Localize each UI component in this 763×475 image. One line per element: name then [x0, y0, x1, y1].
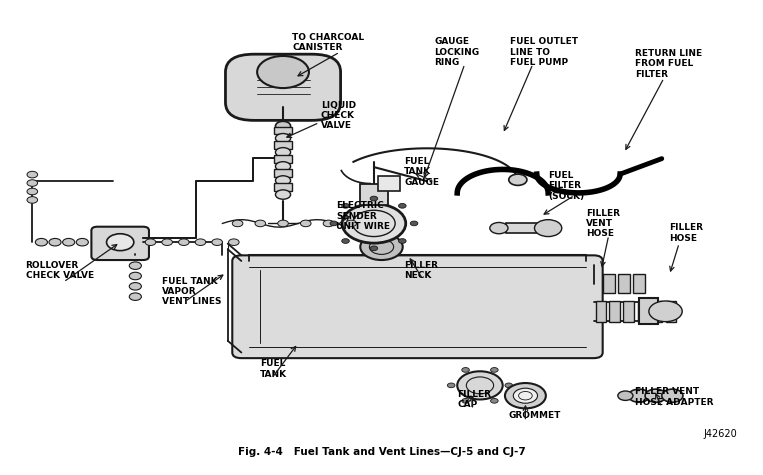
Circle shape	[462, 368, 469, 372]
Circle shape	[447, 383, 455, 388]
Circle shape	[535, 219, 562, 237]
Circle shape	[49, 238, 61, 246]
Circle shape	[645, 389, 666, 402]
Circle shape	[76, 238, 89, 246]
Circle shape	[370, 196, 378, 201]
Circle shape	[342, 203, 349, 208]
Circle shape	[370, 246, 378, 251]
Bar	[274, 169, 292, 177]
Text: GROMMET: GROMMET	[509, 411, 561, 420]
Circle shape	[342, 204, 406, 243]
Text: FUEL
TANK
GAUGE: FUEL TANK GAUGE	[404, 157, 439, 187]
Circle shape	[107, 234, 134, 251]
Circle shape	[129, 293, 141, 300]
Text: FILLER VENT
HOSE ADAPTER: FILLER VENT HOSE ADAPTER	[636, 388, 713, 407]
Bar	[274, 183, 292, 191]
Text: FILLER
HOSE: FILLER HOSE	[669, 223, 703, 243]
Circle shape	[179, 239, 189, 246]
Circle shape	[129, 283, 141, 290]
FancyBboxPatch shape	[232, 256, 603, 358]
Circle shape	[509, 174, 527, 185]
Circle shape	[275, 121, 291, 131]
Circle shape	[27, 171, 37, 178]
Bar	[507, 223, 548, 233]
Bar	[665, 301, 676, 322]
Circle shape	[324, 220, 333, 227]
Circle shape	[232, 220, 243, 227]
Bar	[274, 155, 292, 162]
Circle shape	[275, 148, 291, 157]
Circle shape	[275, 190, 291, 199]
Circle shape	[649, 301, 682, 322]
FancyBboxPatch shape	[92, 227, 149, 260]
Circle shape	[618, 391, 633, 400]
Bar	[618, 274, 630, 293]
Circle shape	[342, 238, 349, 243]
Circle shape	[145, 239, 156, 246]
Text: GAUGE
LOCKING
RING: GAUGE LOCKING RING	[434, 37, 480, 67]
Bar	[638, 301, 648, 322]
Circle shape	[398, 203, 406, 208]
Circle shape	[27, 180, 37, 186]
Bar	[360, 183, 388, 205]
Circle shape	[255, 220, 266, 227]
Circle shape	[346, 220, 356, 227]
Circle shape	[278, 220, 288, 227]
Bar	[639, 298, 658, 324]
Circle shape	[360, 234, 403, 260]
Circle shape	[129, 272, 141, 280]
Circle shape	[662, 389, 683, 402]
Circle shape	[410, 221, 418, 226]
FancyBboxPatch shape	[225, 54, 340, 120]
Circle shape	[129, 262, 141, 269]
Circle shape	[330, 221, 337, 226]
Bar	[274, 141, 292, 149]
Bar	[651, 301, 662, 322]
Bar	[596, 301, 607, 322]
Circle shape	[275, 162, 291, 171]
Bar	[633, 274, 645, 293]
Circle shape	[490, 222, 508, 234]
Text: Fig. 4-4   Fuel Tank and Vent Lines—CJ-5 and CJ-7: Fig. 4-4 Fuel Tank and Vent Lines—CJ-5 a…	[237, 447, 526, 457]
Text: ELECTRIC
SENDER
UNIT WIRE: ELECTRIC SENDER UNIT WIRE	[336, 201, 390, 231]
Circle shape	[457, 371, 503, 399]
Bar	[274, 127, 292, 134]
Circle shape	[195, 239, 206, 246]
Text: FUEL OUTLET
LINE TO
FUEL PUMP: FUEL OUTLET LINE TO FUEL PUMP	[510, 37, 578, 67]
Bar	[603, 274, 615, 293]
Text: FILLER
VENT
HOSE: FILLER VENT HOSE	[586, 209, 620, 238]
Circle shape	[491, 368, 498, 372]
Circle shape	[462, 399, 469, 403]
Bar	[623, 301, 634, 322]
Circle shape	[257, 56, 309, 88]
Circle shape	[505, 383, 513, 388]
Text: FILLER
CAP: FILLER CAP	[457, 390, 491, 409]
Text: J42620: J42620	[703, 429, 738, 439]
Text: ROLLOVER
CHECK VALVE: ROLLOVER CHECK VALVE	[25, 261, 94, 280]
Circle shape	[27, 188, 37, 195]
Circle shape	[505, 383, 546, 408]
Circle shape	[275, 133, 291, 143]
Text: FUEL TANK
VAPOR
VENT LINES: FUEL TANK VAPOR VENT LINES	[162, 276, 221, 306]
Text: FUEL
FILTER
(SOCK): FUEL FILTER (SOCK)	[548, 171, 584, 201]
Circle shape	[212, 239, 223, 246]
Circle shape	[35, 238, 47, 246]
Text: FUEL
TANK: FUEL TANK	[260, 359, 288, 379]
Circle shape	[162, 239, 172, 246]
Text: RETURN LINE
FROM FUEL
FILTER: RETURN LINE FROM FUEL FILTER	[636, 49, 703, 79]
Bar	[378, 177, 401, 190]
Circle shape	[398, 238, 406, 243]
Text: TO CHARCOAL
CANISTER: TO CHARCOAL CANISTER	[292, 33, 365, 52]
Circle shape	[63, 238, 75, 246]
Circle shape	[228, 239, 239, 246]
Circle shape	[301, 220, 311, 227]
Circle shape	[629, 389, 649, 402]
Circle shape	[513, 388, 538, 403]
Text: LIQUID
CHECK
VALVE: LIQUID CHECK VALVE	[321, 101, 356, 130]
Bar	[610, 301, 620, 322]
Circle shape	[491, 399, 498, 403]
Text: FILLER
NECK: FILLER NECK	[404, 261, 438, 280]
Circle shape	[275, 176, 291, 185]
Circle shape	[27, 197, 37, 203]
